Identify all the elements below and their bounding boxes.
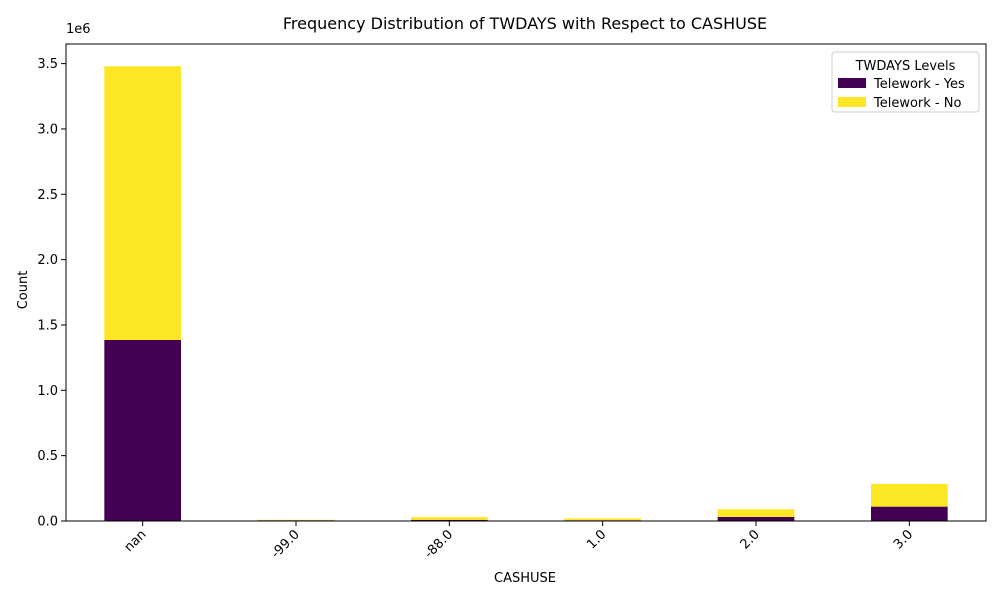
y-tick-label: 1.5 <box>37 318 58 333</box>
x-tick-label: nan <box>122 527 150 555</box>
bars-layer <box>104 66 947 521</box>
chart-title: Frequency Distribution of TWDAYS with Re… <box>283 14 767 33</box>
y-tick-label: 3.5 <box>37 57 58 72</box>
legend-label: Telework - Yes <box>873 77 965 92</box>
y-tick-label: 0.0 <box>37 515 58 530</box>
y-tick-label: 2.5 <box>37 188 58 203</box>
plot-frame <box>66 44 986 521</box>
legend-swatch <box>838 97 866 107</box>
legend: TWDAYS Levels Telework - Yes Telework - No <box>832 52 979 112</box>
x-tick-label: 1.0 <box>584 527 609 552</box>
y-tick-label: 2.0 <box>37 253 58 268</box>
bar-telework-yes-4 <box>718 517 795 521</box>
y-tick-label: 0.5 <box>37 449 58 464</box>
y-axis-label: Count <box>16 271 31 310</box>
x-tick-label: 3.0 <box>891 527 916 552</box>
legend-swatch <box>838 78 866 88</box>
y-tick-label: 3.0 <box>37 122 58 137</box>
x-tick-label: -88.0 <box>422 527 456 561</box>
bar-telework-no-0 <box>104 66 181 340</box>
x-tick-label: -99.0 <box>268 527 302 561</box>
legend-title: TWDAYS Levels <box>855 59 956 74</box>
x-axis-label: CASHUSE <box>494 571 556 586</box>
bar-telework-no-5 <box>871 484 948 507</box>
x-tick-label: 2.0 <box>738 527 763 552</box>
bar-telework-no-4 <box>718 509 795 517</box>
y-multiplier-label: 1e6 <box>66 22 91 37</box>
legend-label: Telework - No <box>873 96 961 111</box>
bar-telework-no-2 <box>411 517 488 520</box>
bar-telework-yes-0 <box>104 340 181 521</box>
bar-telework-yes-5 <box>871 507 948 521</box>
bar-telework-no-3 <box>564 518 641 520</box>
y-tick-label: 1.0 <box>37 384 58 399</box>
